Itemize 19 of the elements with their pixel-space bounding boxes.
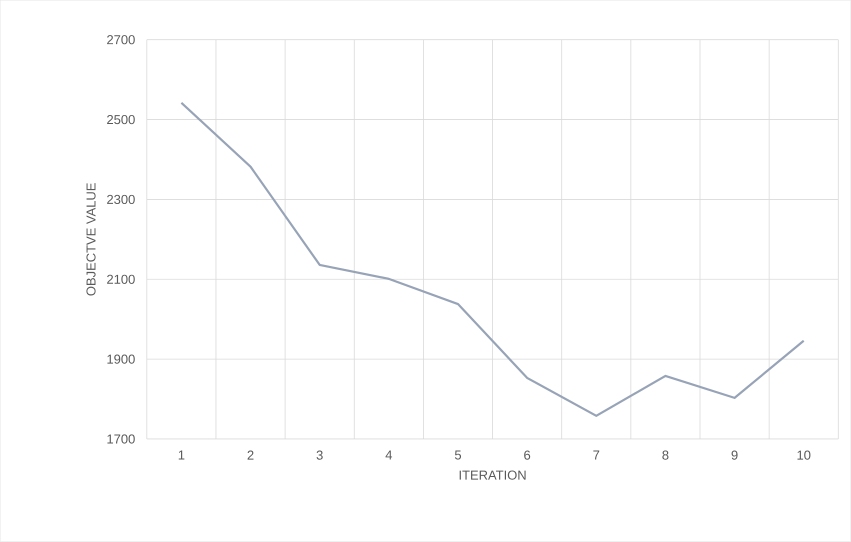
y-tick-label: 1900 bbox=[107, 354, 135, 364]
y-tick-label: 2100 bbox=[107, 274, 135, 284]
y-tick-label: 1700 bbox=[107, 434, 135, 444]
x-tick-label: 5 bbox=[454, 450, 462, 460]
x-tick-label: 1 bbox=[178, 450, 184, 460]
y-tick-label: 2500 bbox=[107, 115, 135, 124]
x-tick-label: 7 bbox=[593, 450, 600, 460]
x-tick-label: 10 bbox=[798, 450, 810, 460]
x-axis-title: ITERATION bbox=[460, 470, 526, 480]
line-series bbox=[180, 102, 805, 418]
x-tick-label: 4 bbox=[386, 450, 392, 460]
x-tick-label: 9 bbox=[732, 450, 738, 460]
x-tick-label: 3 bbox=[316, 450, 323, 460]
y-tick-label: 2300 bbox=[107, 194, 135, 204]
x-tick-label: 8 bbox=[662, 450, 668, 460]
y-axis-title: OBJECTVE VALUE bbox=[86, 183, 96, 296]
x-tick-label: 6 bbox=[524, 450, 530, 460]
x-tick-label: 2 bbox=[248, 450, 254, 460]
y-tick-label: 2700 bbox=[107, 35, 135, 44]
